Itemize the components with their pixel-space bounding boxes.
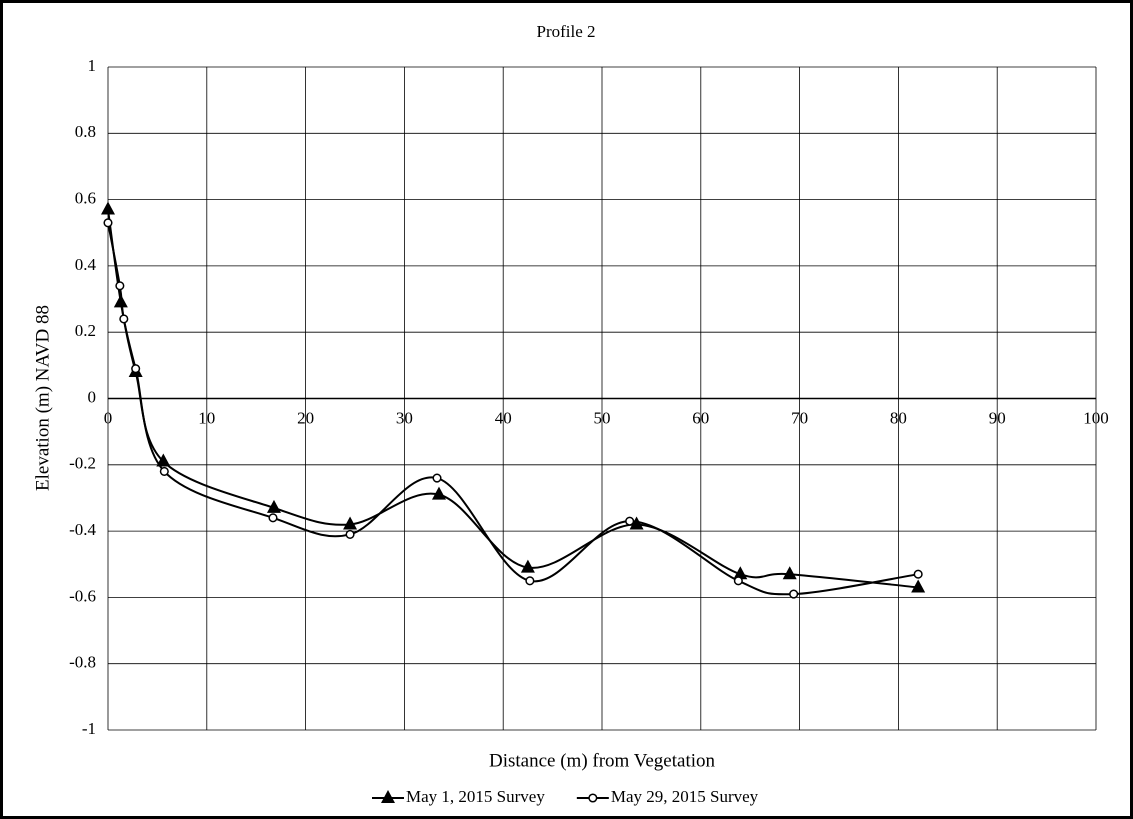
marker [789,589,799,599]
legend-label: May 29, 2015 Survey [611,787,759,806]
x-tick-label: 100 [1083,408,1109,427]
marker [131,364,141,374]
y-tick-label: -0.6 [69,586,96,605]
marker [345,529,355,539]
y-tick-label: 0.6 [75,189,96,208]
y-tick-label: -0.2 [69,454,96,473]
x-tick-label: 30 [396,408,413,427]
marker [268,513,278,523]
marker [119,314,129,324]
marker [520,559,535,573]
marker [103,218,113,228]
marker [625,516,635,526]
y-tick-label: 1 [88,56,97,75]
marker [115,281,125,291]
legend-marker [588,793,598,803]
marker [156,453,171,467]
chart-title: Profile 2 [536,22,595,41]
marker [911,579,926,593]
y-tick-label: 0.8 [75,122,96,141]
marker [432,473,442,483]
x-tick-label: 60 [692,408,709,427]
y-tick-label: -0.8 [69,653,96,672]
x-tick-label: 70 [791,408,808,427]
marker [913,569,923,579]
marker [733,576,743,586]
x-tick-label: 20 [297,408,314,427]
x-tick-label: 50 [594,408,611,427]
legend-marker [381,790,395,803]
marker [159,466,169,476]
y-tick-label: -0.4 [69,520,96,539]
marker [101,201,115,215]
marker [733,566,748,580]
x-axis-title: Distance (m) from Vegetation [489,750,715,771]
legend-label: May 1, 2015 Survey [406,787,545,806]
marker [525,576,535,586]
x-tick-label: 10 [198,408,215,427]
x-tick-label: 80 [890,408,907,427]
marker [266,499,281,513]
marker [431,486,446,500]
y-axis-title: Elevation (m) NAVD 88 [32,305,53,491]
marker [782,566,797,580]
y-tick-label: 0.4 [75,255,97,274]
y-tick-label: -1 [82,719,96,738]
x-tick-label: 40 [495,408,512,427]
marker [343,516,358,530]
x-tick-label: 0 [104,408,113,427]
y-tick-label: 0.2 [75,321,96,340]
y-tick-label: 0 [88,387,97,406]
x-tick-label: 90 [989,408,1006,427]
marker [629,516,644,530]
